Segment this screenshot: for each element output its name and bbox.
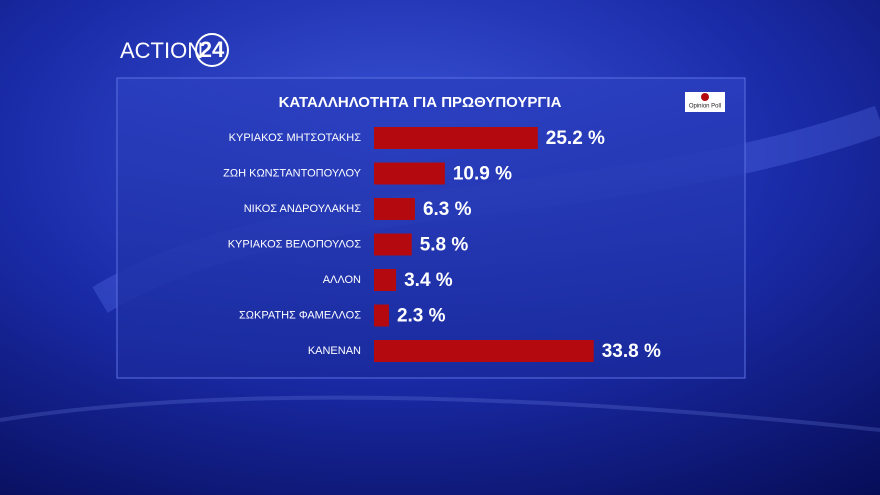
value-label: 25.2 % — [546, 128, 605, 149]
value-label: 2.3 % — [397, 306, 446, 327]
category-label: ΑΛΛΟΝ — [323, 274, 361, 286]
source-name: Opinion Poll — [689, 104, 721, 110]
chart-title: ΚΑΤΑΛΛΗΛΟΤΗΤΑ ΓΙΑ ΠΡΩΘΥΠΟΥΡΓΙΑ — [279, 94, 562, 111]
channel-name: ACTION — [120, 38, 203, 63]
source-logo-dot — [701, 93, 709, 101]
category-label: ΝΙΚΟΣ ΑΝΔΡΟΥΛΑΚΗΣ — [244, 203, 361, 215]
category-label: ΚΑΝΕΝΑΝ — [308, 345, 361, 357]
value-label: 10.9 % — [453, 164, 512, 185]
value-label: 6.3 % — [423, 199, 472, 220]
value-label: 5.8 % — [420, 235, 469, 256]
bar — [374, 233, 412, 256]
panel — [116, 77, 746, 379]
bar — [374, 269, 397, 291]
category-label: ΚΥΡΙΑΚΟΣ ΒΕΛΟΠΟΥΛΟΣ — [228, 238, 362, 250]
bar — [374, 340, 594, 362]
category-label: ΖΩΗ ΚΩΝΣΤΑΝΤΟΠΟΥΛΟΥ — [223, 167, 361, 179]
bar — [374, 304, 389, 327]
value-label: 33.8 % — [602, 341, 661, 362]
bar — [374, 198, 415, 220]
channel-number: 24 — [200, 37, 225, 62]
category-label: ΚΥΡΙΑΚΟΣ ΜΗΤΣΟΤΑΚΗΣ — [229, 132, 362, 144]
value-label: 3.4 % — [404, 270, 453, 291]
source-logo — [685, 92, 725, 112]
category-label: ΣΩΚΡΑΤΗΣ ΦΑΜΕΛΛΟΣ — [239, 309, 361, 321]
bar — [374, 162, 445, 185]
logo-ring — [195, 33, 229, 67]
decoration — [0, 395, 880, 432]
bar — [374, 127, 538, 149]
